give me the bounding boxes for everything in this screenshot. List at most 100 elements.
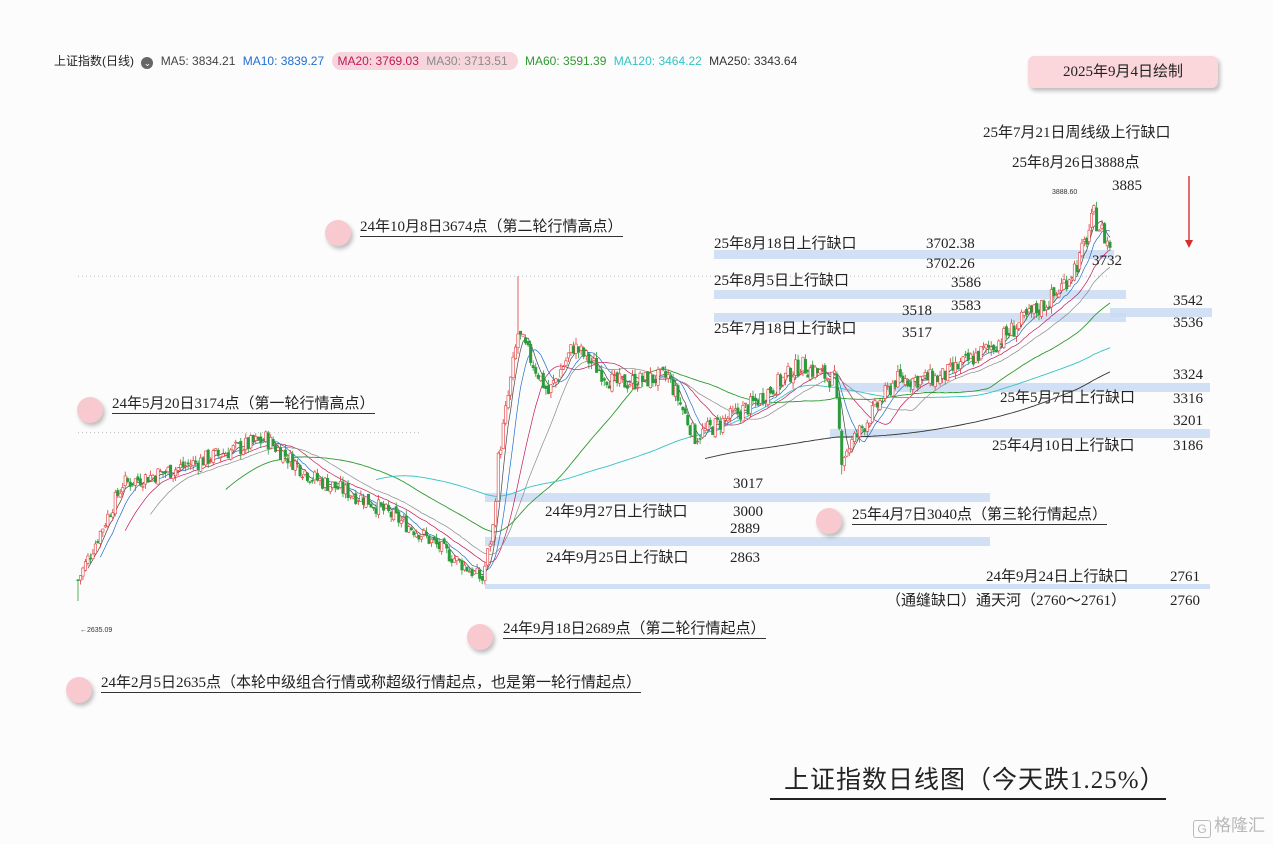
- candle-body: [818, 369, 822, 374]
- candle-body: [630, 375, 634, 384]
- candle-body: [595, 358, 599, 373]
- candle-body: [761, 392, 765, 404]
- candle-body: [883, 385, 887, 399]
- candle-body: [571, 345, 575, 354]
- candle-body: [641, 375, 645, 383]
- candle-body: [721, 418, 725, 433]
- note-low-2024-02: 24年2月5日2635点（本轮中级组合行情或称超级行情起点，也是第一轮行情起点）: [101, 675, 642, 693]
- candle-body: [369, 503, 373, 508]
- down-arrow-icon: [1185, 176, 1193, 248]
- candle-body: [276, 447, 280, 451]
- candle-body: [646, 371, 650, 387]
- candle-body: [524, 337, 528, 344]
- candle-body: [946, 364, 950, 382]
- candle-body: [379, 502, 383, 506]
- candle-body: [756, 399, 760, 406]
- candle-body: [216, 449, 220, 456]
- candle-body: [475, 567, 479, 574]
- candle-body: [669, 376, 673, 379]
- candle-body: [703, 428, 707, 431]
- level-3201: 3201: [1173, 413, 1203, 429]
- candle-body: [921, 375, 925, 380]
- candle-body: [1047, 306, 1051, 309]
- date-badge: 2025年9月4日绘制: [1028, 56, 1218, 88]
- candle-body: [201, 457, 205, 466]
- candle-body: [638, 372, 642, 389]
- candle-body: [559, 369, 563, 378]
- candle-body: [509, 376, 513, 396]
- candle-body: [402, 517, 406, 520]
- candle-body: [816, 368, 820, 374]
- candle-body: [984, 344, 988, 349]
- candle-body: [908, 383, 912, 387]
- candle-body: [76, 579, 80, 581]
- candle-body: [551, 380, 555, 384]
- candle-body: [486, 548, 490, 566]
- candle-body: [499, 449, 503, 455]
- candle-body: [404, 515, 408, 533]
- candle-body: [460, 560, 464, 571]
- candle-body: [1015, 328, 1019, 337]
- candle-body: [407, 526, 411, 533]
- candle-body: [1105, 240, 1109, 247]
- candle-body: [121, 487, 125, 492]
- candle-body: [708, 419, 712, 426]
- candle-body: [179, 464, 183, 469]
- candle-body: [435, 538, 439, 545]
- candle-body: [987, 345, 991, 348]
- candle-body: [623, 374, 627, 388]
- level-3000: 3000: [733, 504, 763, 520]
- note-low-2024-09: 24年9月18日2689点（第二轮行情起点）: [503, 621, 766, 639]
- candle-body: [1080, 242, 1084, 257]
- candle-body: [847, 448, 851, 454]
- candle-body: [1092, 205, 1096, 213]
- candle-body: [156, 468, 160, 485]
- candle-body: [1095, 207, 1099, 232]
- candle-body: [781, 376, 785, 386]
- candle-body: [992, 344, 996, 351]
- candle-body: [574, 343, 578, 354]
- candle-body: [480, 576, 484, 581]
- candle-body: [842, 457, 846, 467]
- candle-body: [88, 558, 92, 560]
- candle-body: [799, 372, 803, 375]
- candle-body: [161, 471, 165, 474]
- candle-body: [726, 418, 730, 422]
- level-3186: 3186: [1173, 438, 1203, 454]
- candle-body: [653, 380, 657, 384]
- level-3542: 3542: [1173, 293, 1203, 309]
- candle-body: [693, 424, 697, 445]
- candle-body: [943, 370, 947, 380]
- candle-body: [801, 356, 805, 372]
- candle-body: [878, 400, 882, 410]
- candle-body: [698, 438, 702, 440]
- candle-body: [845, 450, 849, 457]
- candle-body: [956, 364, 960, 370]
- candle-body: [830, 371, 834, 386]
- candle-body: [326, 478, 330, 491]
- candle-body: [399, 520, 403, 524]
- candle-body: [686, 415, 690, 425]
- candle-body: [546, 385, 550, 394]
- candle-body: [916, 375, 920, 388]
- gap-band-0927: [485, 493, 990, 502]
- note-gap-0927: 24年9月27日上行缺口: [545, 504, 688, 520]
- candle-body: [582, 347, 586, 357]
- candle-body: [643, 371, 647, 381]
- ma20-30-highlight: MA20: 3769.03 MA30: 3713.51: [331, 52, 518, 70]
- candle-body: [858, 425, 862, 437]
- candle-body: [723, 418, 727, 421]
- candle-body: [615, 372, 619, 384]
- candle-body: [159, 470, 163, 473]
- candle-body: [706, 421, 710, 430]
- candle-body: [164, 471, 168, 473]
- candle-body: [931, 370, 935, 386]
- candle-body: [610, 373, 614, 392]
- candle-body: [468, 571, 472, 573]
- candle-body: [430, 538, 434, 544]
- candle-body: [974, 352, 978, 363]
- dropdown-icon[interactable]: ⌄: [141, 57, 154, 69]
- candle-body: [982, 346, 986, 348]
- candle-body: [496, 452, 500, 502]
- candle-body: [81, 567, 85, 577]
